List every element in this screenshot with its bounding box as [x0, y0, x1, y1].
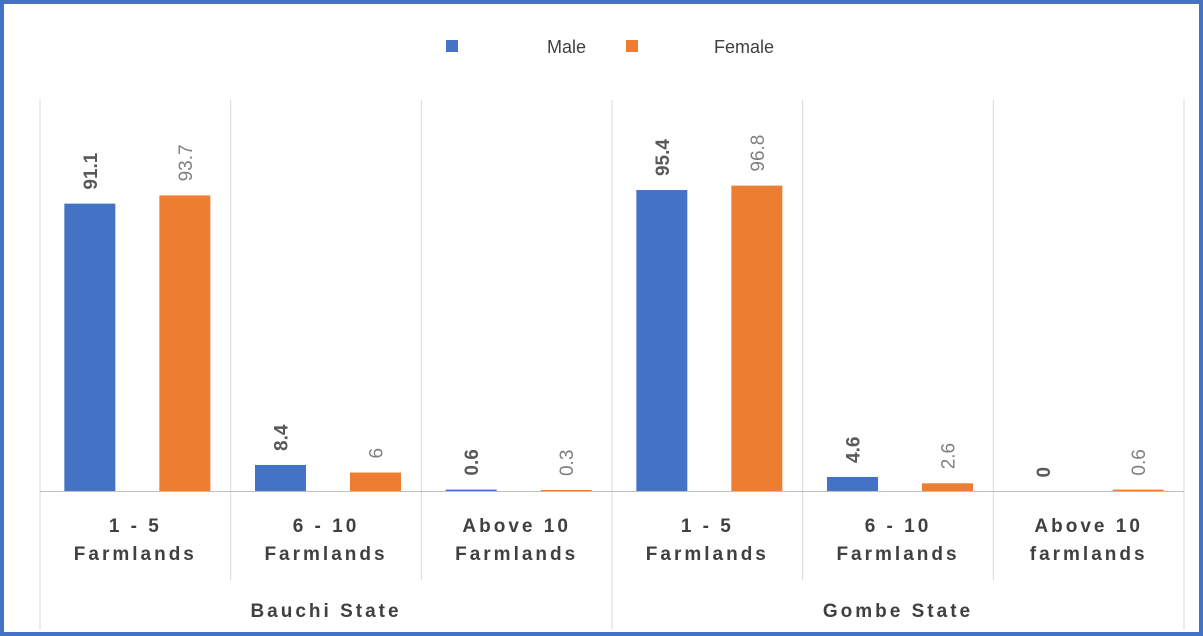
- bars: [64, 185, 1164, 492]
- bar-male: [255, 464, 306, 492]
- category-label: 6 - 10: [293, 516, 360, 537]
- category-label: 6 - 10: [865, 516, 932, 537]
- bar-male: [445, 489, 497, 492]
- category-label: Above 10: [1034, 516, 1142, 537]
- legend-label-male: Male: [547, 37, 586, 57]
- data-label-female: 2.6: [939, 443, 960, 469]
- category-label: Farmlands: [264, 544, 387, 565]
- legend: Male Female: [446, 37, 774, 57]
- legend-swatch-male: [446, 40, 458, 52]
- data-label-female: 6: [367, 448, 388, 459]
- data-label-female: 0.3: [557, 450, 578, 476]
- data-label-male: 8.4: [272, 424, 293, 451]
- data-label-female: 0.6: [1129, 449, 1150, 475]
- category-label: farmlands: [1030, 544, 1148, 565]
- data-label-male: 0.6: [462, 449, 483, 475]
- category-label: 1 - 5: [681, 516, 734, 537]
- category-label: 1 - 5: [109, 516, 162, 537]
- data-label-male: 91.1: [81, 152, 102, 189]
- data-label-female: 96.8: [748, 135, 769, 172]
- group-label: Gombe State: [823, 601, 973, 622]
- category-label: Farmlands: [836, 544, 959, 565]
- bar-female: [922, 483, 973, 492]
- data-label-male: 95.4: [653, 139, 674, 176]
- bar-male: [636, 190, 688, 492]
- data-label-female: 93.7: [176, 144, 197, 181]
- group-labels: Bauchi State Gombe State: [250, 601, 973, 622]
- data-label-male: 4.6: [844, 437, 865, 463]
- legend-label-female: Female: [714, 37, 774, 57]
- bar-female: [1112, 489, 1164, 492]
- category-dividers: [39, 100, 1185, 630]
- group-label: Bauchi State: [250, 601, 401, 622]
- bar-female: [350, 472, 401, 492]
- bar-female: [159, 195, 211, 492]
- bar-female: [731, 185, 783, 492]
- legend-swatch-female: [626, 40, 638, 52]
- bar-female: [540, 490, 592, 492]
- category-label: Farmlands: [455, 544, 578, 565]
- bar-male: [64, 203, 116, 492]
- category-labels: 1 - 5 Farmlands 6 - 10 Farmlands Above 10 Far…: [74, 516, 1148, 565]
- category-label: Farmlands: [74, 544, 197, 565]
- category-label: Above 10: [462, 516, 570, 537]
- category-label: Farmlands: [646, 544, 769, 565]
- bar-male: [827, 476, 878, 492]
- data-labels: 91.1 8.4 0.6 95.4 4.6 0 93.7 6 0.3 96.8 2.6 0.6: [81, 135, 1150, 478]
- data-label-male: 0: [1034, 467, 1055, 478]
